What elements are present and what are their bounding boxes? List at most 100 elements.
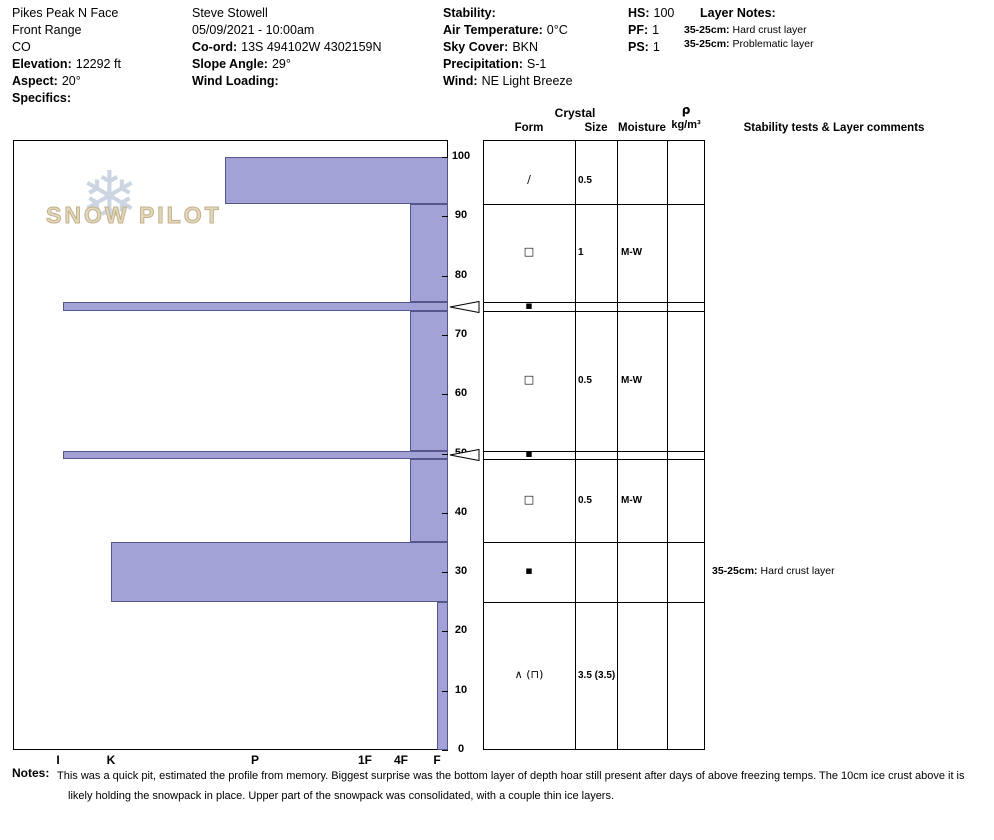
snow-layer-bar [437,601,448,750]
hardness-axis-label: 4F [393,753,408,767]
hs-field: HS: 100 [628,6,675,20]
crystal-form-symbol: □ [523,245,535,259]
crystal-size-value: 1 [578,247,584,259]
air-temp-field: Air Temperature: 0°C [443,23,568,37]
layer-boundary-line [483,311,705,313]
depth-tick-mark [442,690,448,692]
size-column-header: Size [584,122,608,134]
snow-layer-bar [63,450,448,460]
layer-note-item: 35-25cm: Hard crust layer [684,24,807,36]
depth-tick-label: 10 [454,683,468,696]
snow-layer-bar [410,204,448,303]
depth-tick-mark [442,275,448,277]
elevation-field: Elevation: 12292 ft [12,57,121,71]
snowpilot-logo-text: SNOW PILOT [46,202,222,229]
crystal-form-symbol: ∕ [527,172,531,186]
moisture-value: M-W [621,247,643,259]
aspect-field: Aspect: 20° [12,74,81,88]
crystal-header: Crystal [554,106,596,120]
problematic-layer-flag [449,448,481,462]
ps-field: PS: 1 [628,40,660,54]
hardness-axis-label: P [250,753,259,767]
column-divider [667,140,668,750]
layer-boundary-line [483,601,705,603]
observer-name: Steve Stowell [192,6,268,20]
crystal-form-symbol: ∧ (⊓) [514,667,544,681]
snow-layer-bar [410,311,448,451]
snowpilot-logo: ❄ SNOW PILOT [40,160,230,255]
depth-tick-label: 90 [454,209,468,222]
depth-tick-mark [442,394,448,396]
crystal-size-value: 3.5 (3.5) [578,669,616,681]
column-divider [617,140,618,750]
pit-datetime: 05/09/2021 - 10:00am [192,23,315,37]
layer-comment: 35-25cm: Hard crust layer [712,565,835,577]
depth-tick-mark [442,157,448,158]
depth-tick-label: 70 [454,327,468,340]
problematic-layer-flag [449,300,481,314]
moisture-value: M-W [621,374,643,386]
crystal-form-symbol: ▪ [525,446,533,460]
depth-tick-label: 100 [451,150,471,162]
snow-layer-bar [63,302,448,312]
crystal-form-symbol: □ [523,372,535,386]
depth-tick-label: 60 [454,387,468,400]
layer-boundary-line [483,542,705,544]
density-column-header: ρ [681,103,691,117]
layer-comment-label: 35-25cm: [712,565,758,578]
crystal-size-value: 0.5 [578,374,592,386]
layer-comment-text: Hard crust layer [760,565,835,578]
specifics-field: Specifics: [12,91,72,105]
depth-tick-label: 20 [454,624,468,637]
pit-location-state: CO [12,40,31,54]
crystal-form-symbol: □ [523,492,535,506]
sky-cover-field: Sky Cover: BKN [443,40,539,54]
crystal-columns-frame [483,140,705,750]
notes-text: This was a quick pit, estimated the prof… [57,770,965,802]
snowflake-icon: ❄ [80,156,139,238]
depth-tick-label: 80 [454,268,468,281]
snow-layer-bar [410,459,448,543]
moisture-column-header: Moisture [618,122,666,134]
pf-field: PF: 1 [628,23,660,37]
depth-tick-mark [442,572,448,574]
hardness-axis-label: I [56,753,60,767]
depth-tick-mark [442,750,448,751]
notes-label: Notes: [12,766,50,780]
hardness-axis-label: K [106,753,116,767]
layer-boundary-line [483,302,705,304]
depth-tick-mark [442,334,448,336]
crystal-size-value: 0.5 [578,494,592,506]
snow-layer-bar [111,542,448,602]
layer-boundary-line [483,459,705,461]
depth-tick-label: 40 [454,505,468,518]
wind-field: Wind: NE Light Breeze [443,74,573,88]
wind-loading-field: Wind Loading: [192,74,279,88]
stability-field: Stability: [443,6,496,20]
crystal-form-symbol: ▪ [525,298,533,312]
depth-tick-mark [442,453,448,455]
depth-tick-mark [442,512,448,514]
form-column-header: Form [514,122,544,134]
layer-notes-title: Layer Notes: [700,6,776,20]
layer-boundary-line [483,204,705,206]
pit-location-range: Front Range [12,23,82,37]
comments-column-header: Stability tests & Layer comments [743,122,925,134]
depth-tick-label: 30 [454,565,468,578]
crystal-form-symbol: ▪ [525,564,533,578]
layer-note-item: 35-25cm: Problematic layer [684,38,814,50]
snow-layer-bar [225,157,448,205]
moisture-value: M-W [621,494,643,506]
density-units-header: kg/m³ [671,119,701,131]
hardness-axis-label: F [433,753,441,767]
column-divider [575,140,576,750]
layer-boundary-line [483,450,705,452]
coord-field: Co-ord: 13S 494102W 4302159N [192,40,382,54]
crystal-size-value: 0.5 [578,174,592,186]
slope-angle-field: Slope Angle: 29° [192,57,291,71]
precipitation-field: Precipitation: S-1 [443,57,547,71]
hardness-axis-label: 1F [357,753,372,767]
pit-location-name: Pikes Peak N Face [12,6,119,20]
depth-tick-label: 0 [457,743,465,755]
